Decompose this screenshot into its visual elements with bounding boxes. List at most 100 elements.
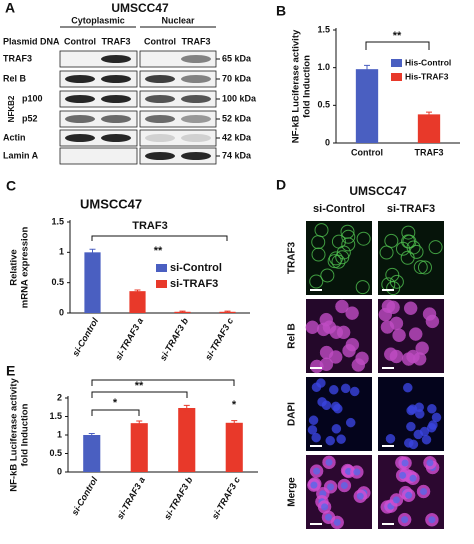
bar [225, 422, 243, 472]
cell [389, 274, 404, 289]
x-tick-label: si-TRAF3 a [113, 316, 145, 362]
cell [331, 234, 346, 249]
y-tick-label: 1.5 [49, 411, 62, 421]
legend-swatch [156, 280, 167, 288]
blot-band [181, 95, 211, 103]
x-tick-label: si-Control [70, 316, 100, 358]
fraction-label: Cytoplasmic [71, 15, 125, 25]
cell [381, 299, 396, 314]
cell [345, 306, 359, 320]
nucleus [321, 503, 329, 511]
error-bar [136, 420, 143, 426]
cell [401, 225, 416, 240]
cell [403, 301, 418, 315]
annotation: TRAF3 [132, 220, 167, 232]
cell [310, 359, 324, 374]
bar [83, 435, 101, 472]
y-axis-label: NF-kB Luciferase activity [291, 29, 302, 143]
y-tick-label: 0 [59, 307, 64, 317]
nucleus [353, 468, 361, 476]
cell [317, 397, 327, 407]
cell [379, 245, 394, 260]
bracket [91, 409, 140, 416]
blot-strip [139, 70, 217, 88]
nucleus [420, 488, 428, 496]
blot-strip [59, 50, 138, 68]
bracket [91, 235, 228, 241]
cell [421, 434, 432, 445]
cell [308, 415, 319, 425]
cell [408, 327, 423, 341]
cell [341, 237, 356, 252]
bracket [91, 391, 188, 398]
cell [327, 254, 342, 269]
bar [355, 69, 379, 143]
blot-strip [59, 129, 138, 147]
error-bar [89, 248, 96, 256]
cell [389, 316, 404, 331]
blot-strip [139, 129, 217, 147]
y-axis-label: Relative [9, 249, 20, 285]
nucleus [327, 483, 335, 491]
blot-band [181, 115, 211, 123]
x-tick-label: si-Control [70, 475, 100, 517]
error-bar [183, 404, 190, 412]
nucleus [409, 474, 417, 482]
blot-band [181, 152, 211, 160]
nucleus [333, 518, 341, 526]
blot-band [145, 134, 175, 142]
cell [408, 439, 419, 450]
cell [428, 240, 443, 255]
y-tick-label: 1.5 [51, 216, 64, 226]
panel-label: B [276, 3, 286, 19]
blot-band [65, 134, 95, 142]
x-tick-label: si-TRAF3 c [203, 316, 235, 362]
blot-band [101, 134, 131, 142]
y-tick-label: 1.0 [317, 62, 330, 72]
cell [400, 250, 415, 265]
cell [427, 404, 437, 414]
size-label: 65 kDa [222, 53, 252, 63]
error-bar [231, 420, 238, 426]
cell [311, 432, 321, 443]
nucleus [428, 516, 436, 524]
row-label: Actin [3, 132, 26, 142]
legend-label: si-Control [170, 262, 222, 274]
row-label: Lamin A [3, 150, 39, 160]
cell [385, 267, 400, 282]
blot-band [145, 115, 175, 123]
size-label: 70 kDa [222, 73, 252, 83]
cell [384, 233, 399, 248]
cell [392, 328, 406, 343]
cell [349, 386, 360, 397]
nucleus [401, 516, 409, 524]
cell [311, 382, 322, 392]
cell [331, 424, 342, 434]
x-tick-label: TRAF3 [415, 147, 444, 157]
blot-band [101, 75, 131, 83]
nucleus [310, 481, 318, 489]
panel-label: A [5, 0, 15, 16]
y-axis-label: fold Induction [20, 403, 31, 466]
blot-band [65, 115, 95, 123]
cell [335, 250, 350, 265]
cell [345, 417, 356, 428]
bar [129, 291, 146, 313]
blot-strip [139, 110, 217, 128]
panel-label: D [276, 177, 286, 193]
row-label: TRAF3 [3, 53, 32, 63]
blot-band [101, 115, 131, 123]
blot-band [181, 75, 211, 83]
bar [130, 423, 148, 472]
blot-strip [59, 147, 138, 165]
cell [417, 260, 432, 275]
cell [336, 325, 351, 340]
cell [389, 349, 404, 364]
cell [385, 433, 396, 444]
nucleus [340, 482, 348, 490]
nucleus [325, 458, 333, 466]
cell [314, 223, 329, 238]
size-label: 42 kDa [222, 132, 252, 142]
cell [356, 231, 371, 246]
blot-band [145, 95, 175, 103]
